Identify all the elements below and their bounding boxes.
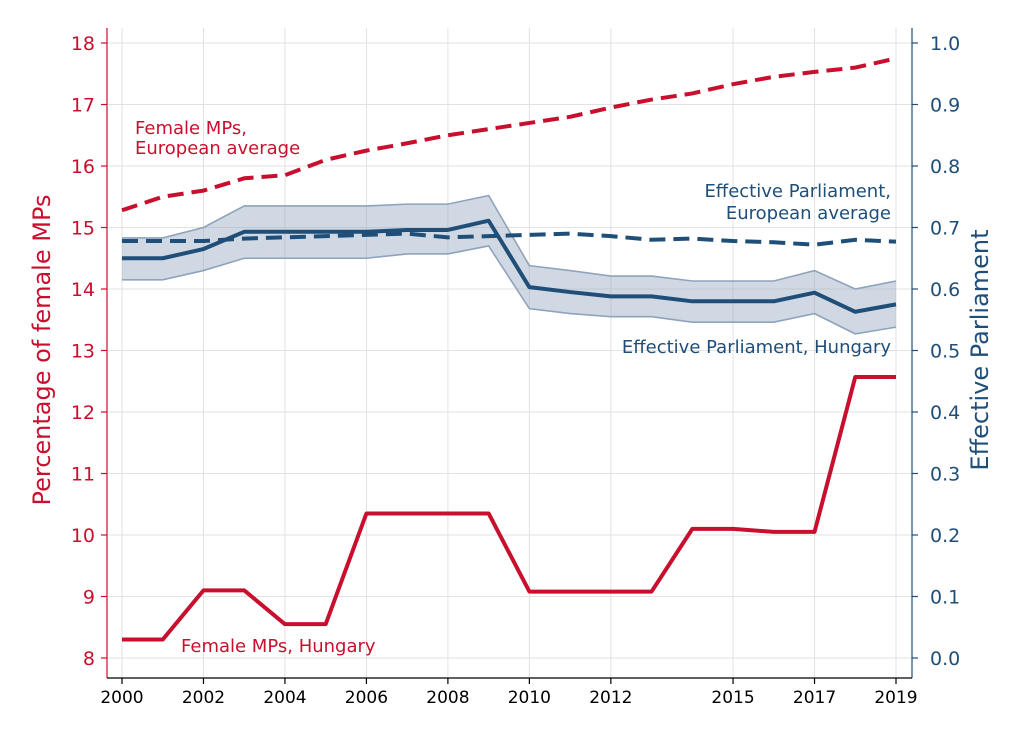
tick-label-right: 0.5 [930,341,960,363]
tick-label-x: 2002 [182,688,225,708]
series-line-female-hungary [122,374,896,642]
annotation-parliament-hungary: Effective Parliament, Hungary [622,337,891,358]
tick-label-x: 2010 [508,688,551,708]
tick-label-left: 8 [83,648,95,670]
y-axis-left-label: Percentage of female MPs [28,194,56,505]
annotation-parliament-eu-line2: European average [726,203,891,224]
annotation-female-eu-line1: Female MPs, [135,118,247,139]
series-line-female-european-average [121,56,897,213]
series-line-parliament-hungary [122,218,897,314]
tick-label-left: 14 [71,279,95,301]
tick-label-right: 0.1 [930,587,960,609]
tick-label-left: 16 [71,156,95,178]
tick-label-right: 0.6 [930,279,960,301]
annotation-female-hungary: Female MPs, Hungary [181,636,376,657]
tick-label-left: 15 [71,218,95,240]
tick-label-x: 2006 [345,688,388,708]
annotation-parliament-eu-line1: Effective Parliament, [704,181,891,202]
tick-label-right: 0.7 [930,218,960,240]
tick-label-x: 2017 [793,688,836,708]
tick-label-right: 0.4 [930,402,960,424]
series-lines [121,56,897,642]
tick-labels: 8 9 10 11 12 13 14 15 16 17 18 0.0 0.1 0.2 0.3 0.4 0.5 0.… [71,33,960,708]
annotation-female-eu-line2: European average [135,138,300,159]
tick-label-left: 9 [83,587,95,609]
tick-label-x: 2004 [263,688,306,708]
ci-upper-line [122,194,897,290]
tick-label-right: 0.3 [930,464,960,486]
tick-label-x: 2019 [874,688,917,708]
tick-label-x: 2000 [100,688,143,708]
tick-label-right: 0.0 [930,648,960,670]
tick-label-left: 18 [71,33,95,55]
axes [101,28,918,684]
gridlines [107,28,912,678]
tick-label-left: 17 [71,95,95,117]
tick-label-x: 2015 [711,688,754,708]
tick-label-x: 2012 [589,688,632,708]
y-axis-right-label: Effective Parliament [966,229,994,470]
tick-label-right: 1.0 [930,33,960,55]
tick-label-right: 0.2 [930,525,960,547]
tick-label-left: 13 [71,341,95,363]
tick-label-x: 2008 [426,688,469,708]
series-line-parliament-european-average [122,231,897,247]
tick-label-left: 11 [71,464,95,486]
tick-label-right: 0.9 [930,95,960,117]
ci-lower-line [122,245,897,335]
tick-label-left: 10 [71,525,95,547]
tick-label-right: 0.8 [930,156,960,178]
tick-label-left: 12 [71,402,95,424]
